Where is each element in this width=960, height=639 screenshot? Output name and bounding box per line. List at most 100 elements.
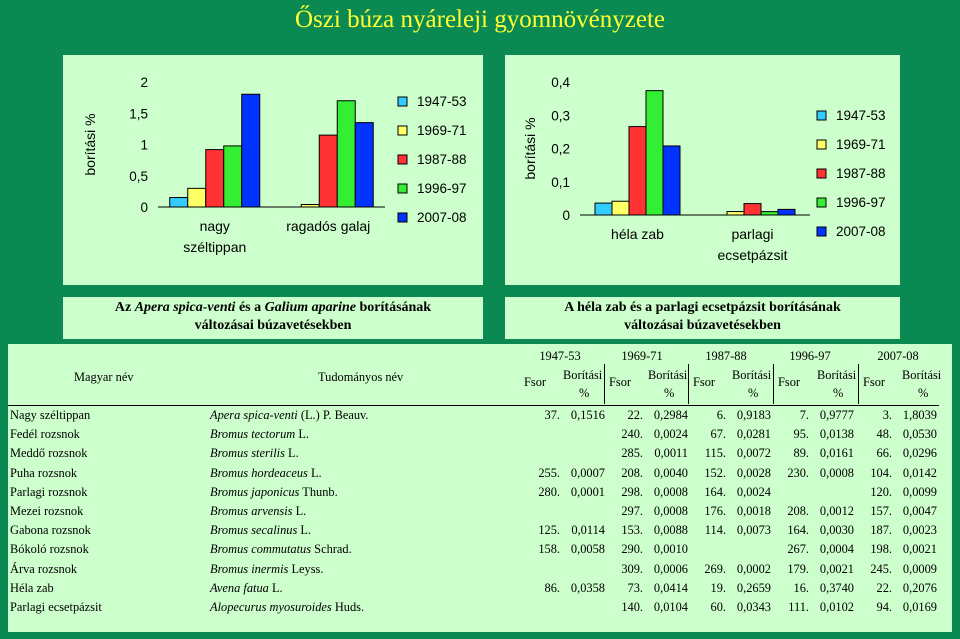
cell-fsor <box>690 540 728 559</box>
species-name: Bromus tectorum <box>210 427 296 442</box>
legend-label: 2007-08 <box>836 224 886 239</box>
legend-swatch <box>816 168 827 179</box>
caption-line2: változásai búzavetésekben <box>624 318 781 333</box>
cell-fsor <box>524 425 562 444</box>
cell-fsor: 280. <box>538 484 560 499</box>
bar-1987-88 <box>318 134 338 208</box>
cell-magyar-nev: Mezei rozsnok <box>10 504 84 519</box>
cell-magyar-nev: Fedél rozsnok <box>10 427 80 442</box>
legend-label: 1969-71 <box>836 137 886 152</box>
header-boritasi: Borítási <box>563 368 603 382</box>
species-author: Schrad. <box>311 542 352 557</box>
cell-magyar-nev: Árva rozsnok <box>10 561 78 576</box>
cell-fsor: 104. <box>870 465 892 480</box>
cell-boritasi: 0,0104 <box>653 599 688 614</box>
cell-boritasi: 0,0009 <box>902 561 937 576</box>
cell-fsor: 3. <box>856 405 894 426</box>
cell-boritasi: 0,0040 <box>653 465 688 480</box>
legend-label: 1969-71 <box>417 123 467 138</box>
legend-swatch <box>816 110 827 121</box>
bar-1996-97 <box>223 145 243 208</box>
cell-boritasi: 0,0023 <box>902 523 937 538</box>
cell-tudomanyos-nev: Bromus tectorum L. <box>208 425 524 444</box>
page-title: Őszi búza nyáreleji gyomnövényzete <box>295 6 665 33</box>
header-separator <box>604 364 605 404</box>
cell-boritasi: 0,9777 <box>811 405 856 426</box>
species-author: Thunb. <box>299 484 338 499</box>
legend-swatch <box>816 139 827 150</box>
header-year: 1969-71 <box>621 349 663 363</box>
cell-fsor: 86. <box>544 580 561 595</box>
cell-boritasi: 0,0102 <box>819 599 854 614</box>
cell-fsor: 19. <box>710 580 727 595</box>
legend-swatch <box>397 125 408 136</box>
cell-boritasi: 0,0142 <box>902 465 937 480</box>
cell-boritasi <box>562 502 607 521</box>
species-author: L. <box>284 446 299 461</box>
cell-boritasi <box>728 540 773 559</box>
y-axis-label: borítási % <box>522 117 538 179</box>
cell-boritasi: 0,0018 <box>736 504 771 519</box>
chart-hela-zab-ecsetpazsit: borítási % 0 0,1 0,2 0,3 0,4 héla zab parlagi ec… <box>505 55 900 285</box>
cell-boritasi: 0,0358 <box>570 580 605 595</box>
cell-fsor: 198. <box>870 542 892 557</box>
bar-2007-08 <box>354 122 374 208</box>
chart-svg: borítási % 0 0,1 0,2 0,3 0,4 héla zab parlagi ec… <box>522 75 886 263</box>
cell-boritasi: 0,0001 <box>570 484 605 499</box>
table-row: Parlagi rozsnok Bromus japonicus Thunb. 28… <box>8 483 939 502</box>
cell-magyar-nev: Gabona rozsnok <box>10 523 91 538</box>
cell-magyar-nev: Bókoló rozsnok <box>10 542 89 557</box>
cell-fsor: 267. <box>787 542 809 557</box>
cell-boritasi: 0,0006 <box>653 561 688 576</box>
bar-1969-71 <box>726 211 745 216</box>
cell-fsor: 22. <box>876 580 893 595</box>
caption-line2: változásai búzavetésekben <box>194 318 352 333</box>
cell-magyar-nev: Parlagi rozsnok <box>10 484 88 499</box>
cell-fsor: 153. <box>621 523 643 538</box>
x-tick-label: széltippan <box>183 239 246 255</box>
weed-table: Magyar név Tudományos név 1947-53 Fsor Borít… <box>8 344 952 632</box>
bar-1996-97 <box>645 90 664 216</box>
cell-fsor: 120. <box>870 484 892 499</box>
header-year: 2007-08 <box>877 349 919 363</box>
cell-boritasi: 0,0169 <box>902 599 937 614</box>
cell-tudomanyos-nev: Bromus japonicus Thunb. <box>208 483 524 502</box>
cell-tudomanyos-nev: Bromus commutatus Schrad. <box>208 540 524 559</box>
header-fsor: Fsor <box>778 375 801 389</box>
table-row: Nagy széltippan Apera spica-venti (L.) P.… <box>8 405 939 426</box>
cell-boritasi: 0,1516 <box>562 405 607 426</box>
cell-fsor: 245. <box>870 561 892 576</box>
legend-label: 1947-53 <box>417 94 467 109</box>
bar-1947-53 <box>594 202 613 216</box>
cell-boritasi: 0,0028 <box>736 465 771 480</box>
cell-tudomanyos-nev: Bromus hordeaceus L. <box>208 464 524 483</box>
cell-fsor: 115. <box>704 446 726 461</box>
header-percent: % <box>748 386 759 400</box>
cell-boritasi <box>811 483 856 502</box>
cell-boritasi: 0,0414 <box>653 580 688 595</box>
species-name: Bromus japonicus <box>210 484 300 499</box>
species-name: Avena fatua <box>210 580 269 595</box>
cell-tudomanyos-nev: Bromus sterilis L. <box>208 444 524 463</box>
cell-fsor: 94. <box>876 599 893 614</box>
cell-fsor: 157. <box>870 504 892 519</box>
bar-1969-71 <box>611 200 630 216</box>
cell-fsor <box>524 598 562 617</box>
header-separator <box>773 364 774 404</box>
cell-fsor: 140. <box>621 599 643 614</box>
caption-hela-ecsetpazsit: A héla zab és a parlagi ecsetpázsit borí… <box>505 297 900 339</box>
cell-fsor <box>524 502 562 521</box>
header-year: 1996-97 <box>789 349 831 363</box>
table-row: Puha rozsnok Bromus hordeaceus L. 255. 0,00… <box>8 464 939 483</box>
cell-fsor: 187. <box>870 523 892 538</box>
x-tick-label: ragadós galaj <box>286 218 370 234</box>
data-table: Nagy széltippan Apera spica-venti (L.) P.… <box>8 405 939 617</box>
species-author: L. <box>295 427 309 442</box>
cell-fsor: 16. <box>793 580 810 595</box>
bar-1987-88 <box>205 149 225 208</box>
cell-boritasi: 0,0010 <box>653 542 688 557</box>
species-author: L. <box>292 504 307 519</box>
cell-fsor: 48. <box>876 427 893 442</box>
legend-label: 1996-97 <box>836 195 886 210</box>
cell-boritasi: 0,0058 <box>570 542 605 557</box>
